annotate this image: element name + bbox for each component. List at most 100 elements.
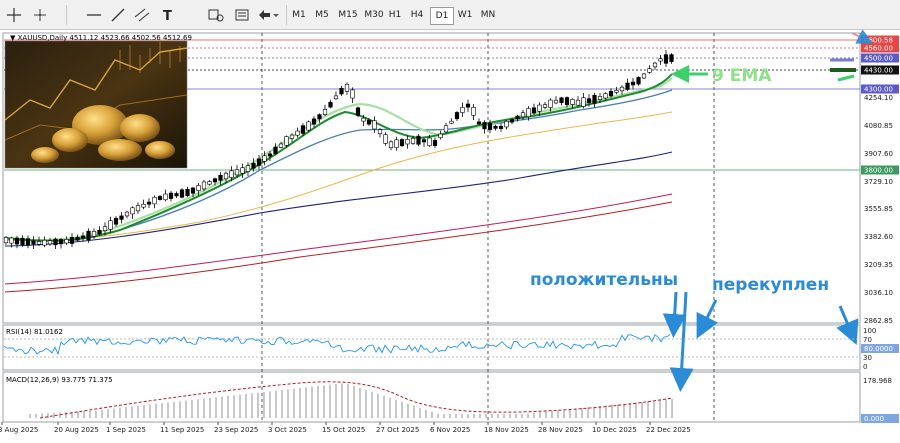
candle bbox=[119, 212, 124, 224]
candle bbox=[322, 104, 328, 117]
candle bbox=[141, 199, 146, 210]
candle bbox=[410, 135, 416, 145]
candle bbox=[350, 87, 355, 103]
price-tag: 4500.00 bbox=[864, 55, 893, 63]
candle bbox=[647, 65, 652, 74]
hline-icon[interactable] bbox=[82, 4, 106, 26]
candle bbox=[9, 236, 14, 248]
date-label: 23 Sep 2025 bbox=[214, 426, 258, 434]
ma-lightgreen-line bbox=[4, 77, 673, 242]
candle bbox=[520, 109, 526, 120]
ema-annotation: 9 EMA bbox=[671, 65, 772, 86]
tf-d1[interactable]: D1 bbox=[430, 7, 454, 25]
text-icon[interactable]: T bbox=[156, 4, 180, 26]
candle bbox=[64, 236, 69, 246]
trendline-icon[interactable] bbox=[106, 4, 130, 26]
candle bbox=[97, 226, 102, 236]
candle bbox=[273, 143, 278, 156]
overbought-label: перекуплен bbox=[712, 275, 829, 295]
tf-m5[interactable]: M5 bbox=[315, 10, 329, 20]
candle bbox=[152, 195, 157, 209]
candle bbox=[344, 82, 350, 95]
ma-orange-line bbox=[4, 111, 673, 242]
candle bbox=[146, 198, 152, 209]
ma-red-line bbox=[4, 201, 673, 293]
rsi-level-100: 100 bbox=[863, 327, 876, 335]
arrows-dropdown-icon[interactable] bbox=[256, 4, 280, 26]
rsi-level-70: 70 bbox=[863, 336, 872, 344]
date-label: 20 Aug 2025 bbox=[54, 426, 99, 434]
candle bbox=[245, 162, 251, 176]
price-tag-box bbox=[861, 43, 899, 53]
candle bbox=[663, 50, 669, 67]
candle bbox=[504, 119, 509, 130]
rsi-line bbox=[3, 334, 671, 356]
cursor-icon[interactable] bbox=[28, 4, 52, 26]
svg-text:T: T bbox=[163, 9, 172, 23]
date-label: 1 Sep 2025 bbox=[106, 426, 146, 434]
date-label: 10 Dec 2025 bbox=[592, 426, 637, 434]
candle bbox=[553, 96, 559, 105]
price-tag: 3800.00 bbox=[864, 167, 893, 175]
candle bbox=[427, 134, 432, 147]
price-tag: 4300.00 bbox=[864, 86, 893, 94]
price-tag: 4430.00 bbox=[864, 67, 893, 75]
chart-toolbar: T M1 M5 M15 M30 H1 H4 D1 W1 MN bbox=[0, 0, 900, 30]
objects-icon[interactable] bbox=[230, 4, 254, 26]
candle bbox=[361, 114, 366, 126]
price-tag: 4600.58 bbox=[864, 37, 893, 45]
tf-h1[interactable]: H1 bbox=[388, 10, 402, 20]
candle bbox=[328, 99, 333, 109]
shapes-icon[interactable] bbox=[204, 4, 228, 26]
macd-tag: 0.000 bbox=[864, 415, 884, 423]
candle bbox=[542, 101, 548, 110]
candle bbox=[201, 179, 207, 192]
candle bbox=[438, 130, 443, 140]
macd-pane bbox=[2, 371, 861, 423]
price-tag: 4560.00 bbox=[864, 45, 893, 53]
date-label: 11 Sep 2025 bbox=[160, 426, 204, 434]
candle bbox=[163, 189, 168, 202]
macd-signal-line bbox=[39, 381, 673, 419]
candle bbox=[229, 166, 234, 182]
candle bbox=[58, 238, 64, 249]
tf-mn[interactable]: MN bbox=[480, 10, 496, 20]
price-chart[interactable]: ▼ XAUUSD,Daily 4511.12 4523.66 4502.56 4… bbox=[0, 30, 900, 443]
candle bbox=[575, 96, 581, 107]
candle bbox=[597, 93, 603, 103]
candle bbox=[256, 154, 262, 170]
candle bbox=[190, 186, 196, 198]
candle bbox=[25, 235, 31, 249]
candle bbox=[548, 98, 553, 112]
candle bbox=[460, 102, 465, 118]
candle bbox=[482, 120, 487, 134]
candle bbox=[69, 233, 75, 248]
date-label: 6 Nov 2025 bbox=[430, 426, 470, 434]
rsi-level-0: 0 bbox=[863, 363, 867, 371]
candle bbox=[212, 177, 218, 186]
date-label: 3 Oct 2025 bbox=[268, 426, 307, 434]
candle bbox=[333, 91, 339, 100]
tf-h4[interactable]: H4 bbox=[410, 10, 424, 20]
channel-icon[interactable] bbox=[130, 4, 154, 26]
rsi-level-30: 30 bbox=[863, 354, 872, 362]
main-pane bbox=[2, 32, 861, 324]
tf-w1[interactable]: W1 bbox=[457, 10, 473, 20]
candle bbox=[641, 72, 647, 80]
candle bbox=[53, 237, 58, 249]
price-axis-label: 3036.10 bbox=[864, 289, 893, 297]
date-label: 27 Oct 2025 bbox=[376, 426, 419, 434]
candle bbox=[102, 222, 108, 236]
price-axis-label: 2862.85 bbox=[864, 317, 893, 325]
candle bbox=[476, 118, 482, 126]
candle bbox=[179, 188, 185, 199]
tf-m30[interactable]: M30 bbox=[364, 10, 384, 20]
price-axis-label: 4080.85 bbox=[864, 122, 893, 130]
candle bbox=[284, 135, 289, 148]
tf-m1[interactable]: M1 bbox=[292, 10, 306, 20]
crosshair-icon[interactable] bbox=[2, 4, 26, 26]
price-axis-label: 3555.85 bbox=[864, 205, 893, 213]
tf-m15[interactable]: M15 bbox=[338, 10, 358, 20]
price-tag-box bbox=[861, 65, 899, 75]
candle bbox=[636, 76, 641, 86]
